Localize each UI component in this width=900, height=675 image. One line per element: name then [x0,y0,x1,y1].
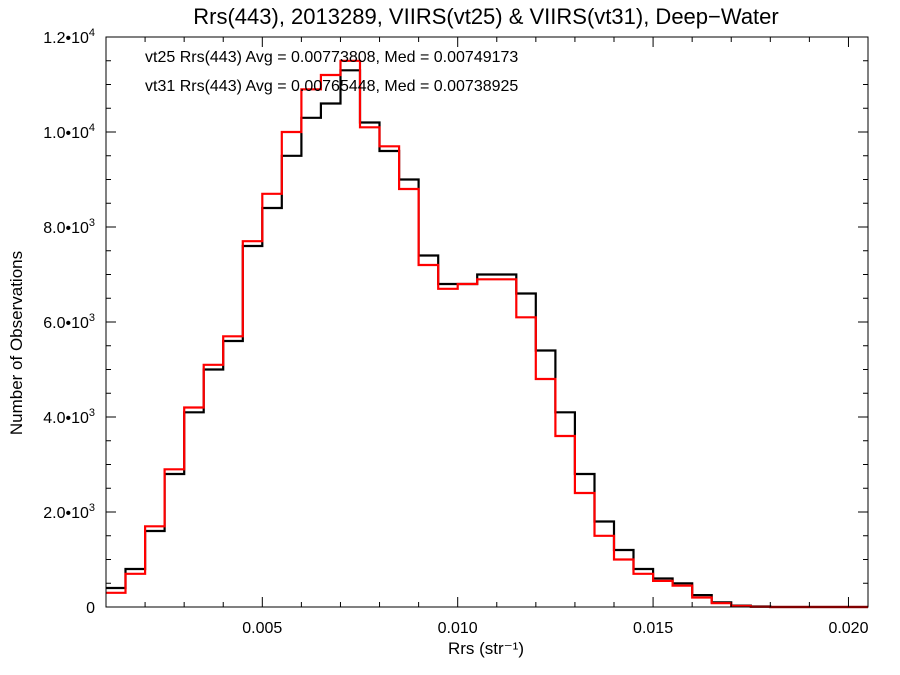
x-tick-label-2: 0.015 [633,620,673,637]
y-tick-label-1: 2.0•103 [43,502,95,522]
y-tick-label-4: 8.0•103 [43,217,95,237]
x-tick-label-1: 0.010 [438,620,478,637]
ticks-layer: 0.005 0.010 0.015 0.020 0 2.0•103 4.0•103 6.0•1… [43,27,868,637]
series-line-1 [106,59,868,609]
series-line-0 [106,69,868,609]
y-axis-label: Number of Observations [7,251,26,435]
annotation-vt31-stats: vt31 Rrs(443) Avg = 0.00765448, Med = 0.… [145,78,518,95]
x-axis-label: Rrs (str⁻¹) [448,639,524,658]
annotation-vt25-stats: vt25 Rrs(443) Avg = 0.00773808, Med = 0.… [145,49,518,66]
x-tick-label-3: 0.020 [828,620,868,637]
plot-frame [105,36,869,608]
y-tick-label-3: 6.0•103 [43,312,95,332]
y-tick-label-5: 1.0•104 [43,122,95,142]
y-tick-label-6: 1.2•104 [43,27,95,47]
series-layer [106,59,868,609]
y-tick-label-2: 4.0•103 [43,407,95,427]
y-tick-label-0: 0 [86,600,95,617]
chart-title: Rrs(443), 2013289, VIIRS(vt25) & VIIRS(v… [193,4,778,29]
x-tick-label-0: 0.005 [242,620,282,637]
